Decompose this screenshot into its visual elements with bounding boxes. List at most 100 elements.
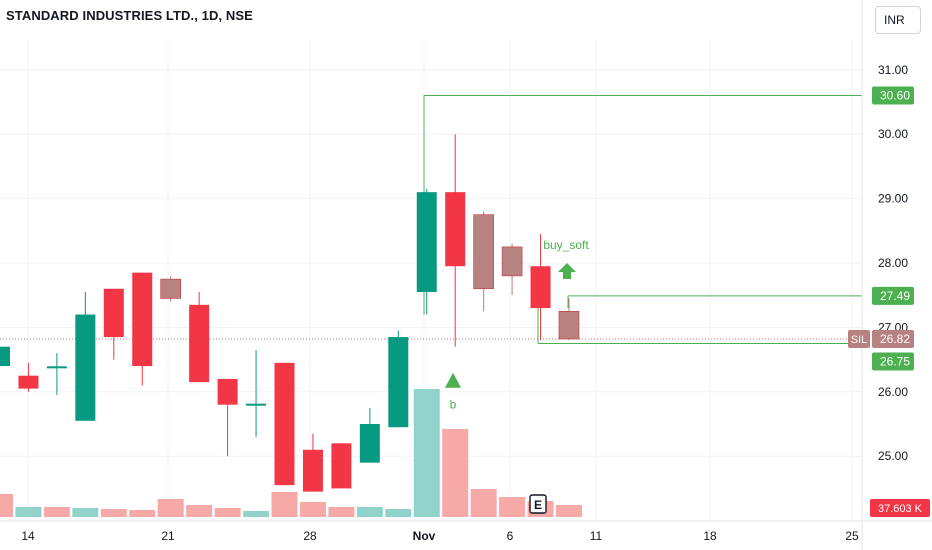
volume-bar [356,507,383,517]
volume-bar [413,389,440,517]
candle-body [388,337,409,428]
volume-bar [15,507,42,517]
signals[interactable]: b buy_soft E [445,238,589,514]
candle[interactable] [132,272,153,386]
chart-title: STANDARD INDUSTRIES LTD., 1D, NSE [6,8,253,23]
volume-bar [243,511,270,517]
last-price-badge-text: 26.82 [880,332,910,346]
earnings-marker [529,494,547,514]
time-tick-label: Nov [413,529,436,543]
time-tick-label: 6 [507,529,514,543]
candle[interactable] [103,288,124,360]
time-tick-label: 21 [161,529,175,543]
volume-bar [129,510,156,517]
volume-bar [186,505,213,517]
candle[interactable] [274,362,295,486]
level-badge-upper-text: 27.49 [880,289,910,303]
candle[interactable] [302,433,323,492]
candle[interactable] [445,134,466,347]
time-tick-label: 28 [303,529,317,543]
level-badge-resistance-text: 30.60 [880,89,910,103]
currency-button[interactable]: INR [875,6,921,34]
volume-bar [100,509,127,517]
volume-bar [556,505,582,517]
candle-body [302,449,323,492]
candle-body [0,346,10,367]
candle[interactable] [160,275,181,302]
candle[interactable] [75,291,96,421]
candle[interactable] [331,443,352,489]
candle-body [331,443,352,489]
candle[interactable] [246,349,267,437]
volume-bar [157,499,184,517]
candle-body [46,366,67,369]
volume-bar [72,508,99,517]
candle[interactable] [558,298,580,341]
b-signal-label: b [450,398,457,412]
level-badge-lower [872,352,914,371]
candle-body [189,304,210,383]
price-tick-label: 28.00 [878,256,908,270]
candle-body [416,192,437,292]
candle-body [530,266,551,309]
candle-body [501,246,523,277]
time-tick-label: 11 [590,529,603,543]
candle-body [217,378,238,405]
earnings-marker-label: E [534,498,542,512]
axis-badges: 30.60 27.49 26.75 SIL 26.82 37.603 K [848,86,930,517]
volume-bar [328,507,355,517]
volume-bar [442,429,469,517]
candle-body [132,272,153,367]
candle[interactable] [416,188,437,315]
candle[interactable] [217,378,238,457]
time-tick-label: 18 [703,529,717,543]
candle-body [160,278,181,299]
candle[interactable] [0,346,10,367]
price-tick-label: 30.00 [878,127,908,141]
candle-body [75,314,96,421]
volume-bar [271,492,298,517]
candle-body [18,375,39,389]
level-badge-resistance [872,86,914,105]
candle-body [274,362,295,486]
candle-body [359,424,380,463]
candle[interactable] [473,211,494,312]
price-tick-label: 25.00 [878,449,908,463]
volume-bar [470,489,497,517]
candles[interactable] [0,134,580,492]
time-tick-label: 25 [845,529,859,543]
volume-badge [870,499,930,517]
candle[interactable] [359,407,380,463]
time-tick-label: 14 [21,529,35,543]
candle[interactable] [530,234,551,341]
price-tick-label: 31.00 [878,63,908,77]
volume-bar [214,508,241,517]
candle[interactable] [189,291,210,383]
candle[interactable] [501,243,523,296]
buy-soft-label: buy_soft [543,238,589,252]
buy-soft-arrow-icon [558,263,576,279]
candle[interactable] [46,353,67,396]
symbol-badge-text: SIL [851,334,868,346]
candle-body [473,214,494,290]
symbol-badge [848,329,870,348]
volume-bar [385,509,412,517]
candle-body [246,403,267,406]
candle-body [103,288,124,338]
candle-body [558,310,580,340]
level-badge-upper [872,286,914,305]
last-price-badge [872,329,914,348]
level-badge-lower-text: 26.75 [880,355,910,369]
volume-bar [299,502,326,517]
price-tick-label: 26.00 [878,385,908,399]
price-tick-label: 29.00 [878,192,908,206]
candle[interactable] [388,330,409,428]
volume-bar [0,494,13,517]
volume-bar [43,507,70,517]
volume-bar [499,497,526,517]
candle-body [445,192,466,267]
level-lines [423,95,862,344]
candle[interactable] [18,362,39,392]
